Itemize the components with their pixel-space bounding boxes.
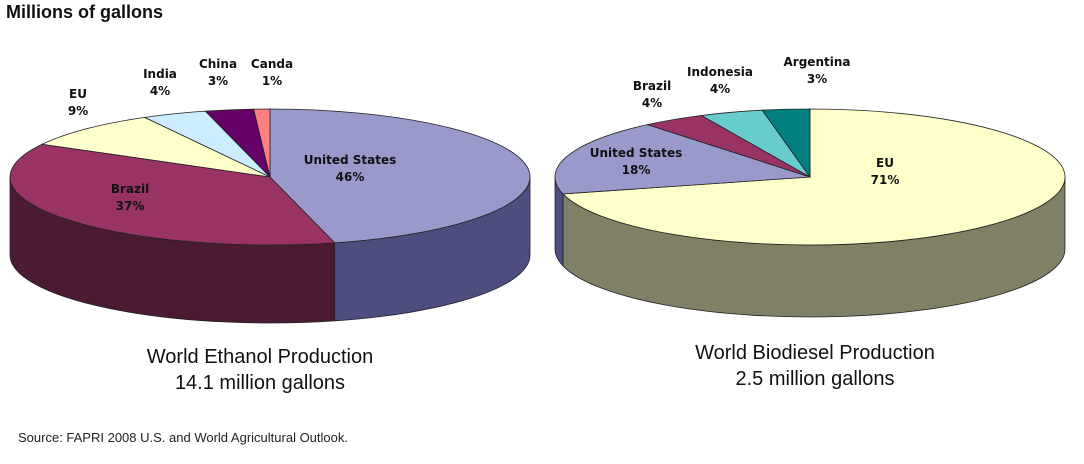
biodiesel-label-argentina: Argentina xyxy=(784,55,851,69)
ethanol-slice-united-states xyxy=(269,108,531,244)
biodiesel-slice-eu xyxy=(562,108,1066,246)
ethanol-slice-canda xyxy=(253,108,271,178)
biodiesel-caption: World Biodiesel Production 2.5 million g… xyxy=(615,340,1015,392)
biodiesel-pie: EU 71% United States 18% Brazil 4% Indonesia 4%… xyxy=(554,55,1066,318)
biodiesel-label-eu: EU xyxy=(876,156,894,170)
chart-unit-header: Millions of gallons xyxy=(6,2,163,22)
ethanol-title: World Ethanol Production xyxy=(146,346,374,368)
biodiesel-value-indonesia: 4% xyxy=(710,82,730,96)
ethanol-subtitle: 14.1 million gallons xyxy=(174,372,346,394)
ethanol-label-united-states: United States xyxy=(304,153,397,167)
ethanol-pie: United States 46% Brazil 37% EU 9% India 4% Chin… xyxy=(9,57,531,324)
ethanol-pie-sides xyxy=(9,176,531,324)
ethanol-value-india: 4% xyxy=(150,84,170,98)
ethanol-value-brazil: 37% xyxy=(116,199,145,213)
ethanol-value-united-states: 46% xyxy=(336,170,365,184)
ethanol-pie-top xyxy=(9,108,531,246)
ethanol-labels: United States 46% Brazil 37% EU 9% India 4% Chin… xyxy=(68,57,396,213)
ethanol-label-eu: EU xyxy=(69,87,87,101)
ethanol-caption: World Ethanol Production 14.1 million ga… xyxy=(60,344,460,396)
ethanol-label-canda: Canda xyxy=(251,57,293,71)
ethanol-slice-eu xyxy=(40,116,271,178)
biodiesel-label-brazil: Brazil xyxy=(633,79,671,93)
biodiesel-value-eu: 71% xyxy=(871,173,900,187)
biodiesel-label-indonesia: Indonesia xyxy=(687,65,753,79)
biodiesel-value-united-states: 18% xyxy=(622,163,651,177)
biodiesel-title: World Biodiesel Production xyxy=(695,342,935,364)
ethanol-slice-brazil xyxy=(9,143,336,246)
biodiesel-slice-united-states xyxy=(554,124,811,195)
ethanol-value-china: 3% xyxy=(208,74,228,88)
biodiesel-value-brazil: 4% xyxy=(642,96,662,110)
biodiesel-label-united-states: United States xyxy=(590,146,683,160)
biodiesel-subtitle: 2.5 million gallons xyxy=(735,368,895,390)
biodiesel-labels: EU 71% United States 18% Brazil 4% Indonesia 4%… xyxy=(590,55,900,187)
biodiesel-slice-argentina xyxy=(761,108,811,179)
biodiesel-pie-top xyxy=(554,108,1066,246)
ethanol-label-brazil: Brazil xyxy=(111,182,149,196)
ethanol-label-india: India xyxy=(143,67,177,81)
biodiesel-value-argentina: 3% xyxy=(807,72,827,86)
source-note: Source: FAPRI 2008 U.S. and World Agricu… xyxy=(18,430,348,445)
ethanol-label-china: China xyxy=(199,57,237,71)
ethanol-value-canda: 1% xyxy=(262,74,282,88)
ethanol-value-eu: 9% xyxy=(68,104,88,118)
